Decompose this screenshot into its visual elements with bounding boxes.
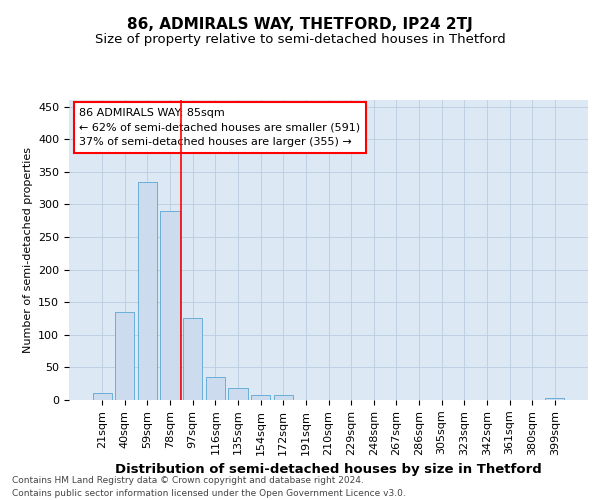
Bar bbox=[229, 388, 248, 400]
Text: 86, ADMIRALS WAY, THETFORD, IP24 2TJ: 86, ADMIRALS WAY, THETFORD, IP24 2TJ bbox=[127, 18, 473, 32]
Bar bbox=[274, 396, 293, 400]
Bar bbox=[251, 396, 270, 400]
X-axis label: Distribution of semi-detached houses by size in Thetford: Distribution of semi-detached houses by … bbox=[115, 463, 542, 476]
Bar bbox=[160, 211, 180, 400]
Bar bbox=[92, 394, 112, 400]
Text: Contains HM Land Registry data © Crown copyright and database right 2024.
Contai: Contains HM Land Registry data © Crown c… bbox=[12, 476, 406, 498]
Bar bbox=[138, 182, 157, 400]
Bar bbox=[183, 318, 202, 400]
Text: Size of property relative to semi-detached houses in Thetford: Size of property relative to semi-detach… bbox=[95, 32, 505, 46]
Y-axis label: Number of semi-detached properties: Number of semi-detached properties bbox=[23, 147, 32, 353]
Bar bbox=[206, 377, 225, 400]
Text: 86 ADMIRALS WAY: 85sqm
← 62% of semi-detached houses are smaller (591)
37% of se: 86 ADMIRALS WAY: 85sqm ← 62% of semi-det… bbox=[79, 108, 361, 147]
Bar bbox=[115, 312, 134, 400]
Bar bbox=[545, 398, 565, 400]
